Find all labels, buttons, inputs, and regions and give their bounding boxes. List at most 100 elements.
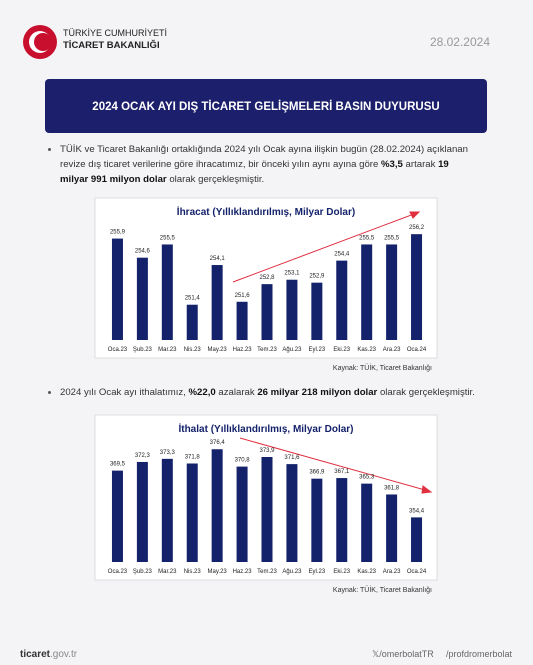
data-label: 254,1 <box>210 256 226 262</box>
x-tick-label: Eki.23 <box>333 569 350 575</box>
bar <box>161 458 173 562</box>
bar <box>311 478 323 562</box>
text-segment: 2024 yılı Ocak ayı ithalatımız, <box>60 387 189 398</box>
text-segment: TÜİK ve Ticaret Bakanlığı ortaklığında 2… <box>60 144 468 170</box>
bar <box>136 461 148 562</box>
x-tick-label: Oca.23 <box>108 347 128 353</box>
text-segment: 19 milyar 991 milyon dolar <box>60 159 449 185</box>
bar <box>261 456 273 562</box>
data-label: 376,4 <box>210 440 226 446</box>
bar <box>311 282 323 340</box>
bar <box>111 238 123 340</box>
date: 28.02.2024 <box>430 35 490 49</box>
source: Kaynak: TÜİK, Ticaret Bakanlığı <box>333 585 432 594</box>
bar <box>236 466 248 562</box>
data-label: 371,8 <box>185 454 201 460</box>
x-tick-label: Mar.23 <box>158 569 177 575</box>
bar <box>211 449 223 562</box>
data-label: 370,8 <box>235 458 251 464</box>
x-tick-label: Nis.23 <box>184 347 202 353</box>
data-label: 255,9 <box>110 230 126 236</box>
bar <box>336 260 348 340</box>
x-tick-label: Eyl.23 <box>309 569 326 575</box>
social: /profdromerbolat <box>446 649 513 659</box>
text-segment: artarak <box>402 159 439 170</box>
x-tick-label: Kas.23 <box>357 347 376 353</box>
chart-title: İthalat (Yıllıklandırılmış, Milyar Dolar… <box>178 422 353 435</box>
data-label: 255,5 <box>384 235 400 241</box>
site: ticaret.gov.tr <box>20 649 78 660</box>
bar <box>261 284 273 340</box>
x-tick-label: May.23 <box>208 569 228 575</box>
trend-arrow <box>232 211 433 494</box>
x-tick-label: Şub.23 <box>133 347 153 353</box>
data-label: 255,5 <box>359 235 375 241</box>
data-label: 252,8 <box>259 275 275 281</box>
data-label: 253,1 <box>284 271 300 277</box>
x-tick-label: Oca.24 <box>407 569 427 575</box>
site-rest: .gov.tr <box>50 649 78 660</box>
x-tick-label: Kas.23 <box>357 569 376 575</box>
site-bold: ticaret <box>20 649 51 660</box>
chart-title: İhracat (Yıllıklandırılmış, Milyar Dolar… <box>177 205 355 218</box>
bar <box>286 464 298 562</box>
x-tick-label: Oca.24 <box>407 347 427 353</box>
x-tick-label: Haz.23 <box>233 347 253 353</box>
data-label: 252,9 <box>309 274 325 280</box>
bar <box>211 265 223 340</box>
data-label: 354,4 <box>409 508 425 514</box>
data-label: 254,6 <box>135 249 151 255</box>
data-label: 254,4 <box>334 252 350 258</box>
text-segment: olarak gerçekleşmiştir. <box>166 174 265 185</box>
bar <box>111 470 123 562</box>
data-label: 373,3 <box>160 450 176 456</box>
bullet: 2024 yılı Ocak ayı ithalatımız, %22,0 az… <box>48 385 475 400</box>
source: Kaynak: TÜİK, Ticaret Bakanlığı <box>333 363 432 372</box>
bar <box>361 483 373 562</box>
x-tick-label: Haz.23 <box>233 569 253 575</box>
data-label: 251,6 <box>235 293 251 299</box>
x-tick-label: Ara.23 <box>383 347 401 353</box>
x-tick-label: Eki.23 <box>333 347 350 353</box>
banner-title: 2024 OCAK AYI DIŞ TİCARET GELİŞMELERİ BA… <box>92 100 439 113</box>
x-tick-label: Mar.23 <box>158 347 177 353</box>
x-tick-label: Şub.23 <box>133 569 153 575</box>
org-line1: TÜRKİYE CUMHURİYETİ <box>63 28 167 38</box>
bar <box>361 244 373 340</box>
text-segment: %3,5 <box>381 159 403 170</box>
x-tick-label: Eyl.23 <box>309 347 326 353</box>
bar <box>161 244 173 340</box>
logo <box>23 25 57 59</box>
data-label: 255,5 <box>160 235 176 241</box>
bar <box>411 517 423 562</box>
x-tick-label: Ağu.23 <box>282 569 302 575</box>
bar <box>386 244 398 340</box>
bullet: TÜİK ve Ticaret Bakanlığı ortaklığında 2… <box>48 142 475 187</box>
text-segment: %22,0 <box>188 387 216 398</box>
bar <box>286 279 298 340</box>
text-segment: olarak gerçekleşmiştir. <box>377 387 475 398</box>
x-tick-label: Ara.23 <box>383 569 401 575</box>
data-label: 367,1 <box>334 469 350 475</box>
x-tick-label: Nis.23 <box>184 569 202 575</box>
bar <box>186 304 198 340</box>
data-label: 372,3 <box>135 453 151 459</box>
data-label: 251,4 <box>185 296 201 302</box>
data-label: 371,6 <box>284 455 300 461</box>
data-label: 256,2 <box>409 225 425 231</box>
bar <box>386 494 398 562</box>
bar <box>186 463 198 562</box>
twitter: 𝕏/omerbolatTR <box>372 649 434 659</box>
bar <box>236 301 248 340</box>
data-label: 361,8 <box>384 485 400 491</box>
banner <box>45 79 487 133</box>
twitter-handle: /omerbolatTR <box>379 649 434 659</box>
text-segment: 26 milyar 218 milyon dolar <box>257 387 378 398</box>
bar <box>136 257 148 340</box>
x-tick-label: Tem.23 <box>257 347 277 353</box>
data-label: 373,9 <box>259 448 275 454</box>
bar <box>336 478 348 562</box>
x-tick-label: May.23 <box>208 347 228 353</box>
